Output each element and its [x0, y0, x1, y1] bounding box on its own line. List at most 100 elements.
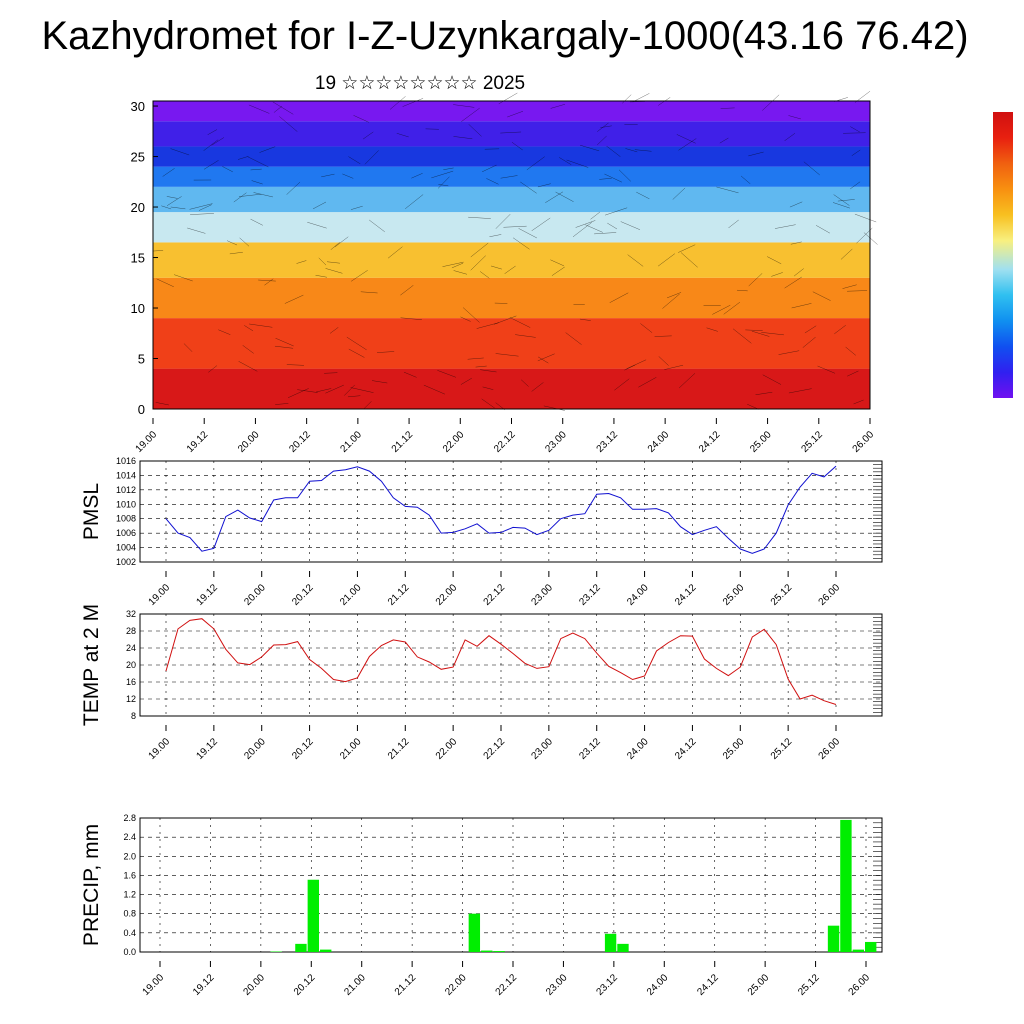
x-tick-label: 22.00	[434, 582, 460, 608]
wind-barb	[804, 325, 817, 334]
wind-barb	[198, 204, 212, 211]
wind-barb	[387, 246, 403, 259]
wind-barb	[264, 278, 274, 286]
wind-barb	[845, 346, 856, 356]
chart-subtitle: 19 ☆☆☆☆☆☆☆☆ 2025	[314, 73, 526, 94]
wind-barb	[543, 405, 565, 411]
precip-bar	[617, 943, 629, 952]
wind-barb	[774, 224, 796, 229]
x-tick-label: 25.00	[721, 736, 747, 762]
wind-barb	[585, 224, 603, 233]
wind-barb	[662, 293, 680, 309]
wind-barb	[511, 141, 523, 151]
wind-barb	[453, 104, 475, 108]
x-tick-label: 25.12	[799, 429, 825, 455]
wind-barb	[720, 107, 735, 109]
x-tick-label: 24.12	[673, 736, 699, 762]
wind-barb	[526, 156, 545, 171]
wind-barb	[470, 255, 486, 271]
precip-bar	[827, 925, 840, 952]
precipitation-panel: 0.0 0.4 0.8 1.2 1.6 2.0 2.4 2.8 PRECIP, mm 19.00 1…	[80, 813, 883, 998]
precip-bar	[493, 951, 505, 952]
wind-barb	[590, 211, 601, 220]
x-tick-label: 22.00	[441, 429, 467, 455]
wind-barb	[606, 145, 621, 157]
x-tick-label: 22.12	[492, 429, 518, 455]
pmsl-line	[165, 465, 837, 554]
wind-barb	[625, 148, 638, 153]
x-tick-label: 23.00	[543, 429, 569, 455]
temperature-panel: 8 12 16 20 24 28 32 TEMP at 2 M 19.00 19.12 20.00 2…	[80, 604, 883, 762]
wind-barb	[325, 268, 343, 274]
wind-barb	[411, 173, 423, 179]
wind-barb	[678, 244, 696, 253]
x-tick-label: 19.12	[185, 429, 211, 455]
x-tick-label: 20.00	[242, 582, 268, 608]
wind-barb	[565, 332, 582, 345]
x-tick-label: 19.00	[147, 582, 173, 608]
wind-barb	[166, 196, 178, 199]
color-band	[153, 368, 870, 409]
y-tick-label: 24	[126, 643, 136, 653]
wind-barb	[443, 167, 454, 170]
x-tick-label: 20.12	[290, 736, 316, 762]
wind-barb	[706, 327, 718, 332]
wind-barb	[475, 365, 487, 368]
wind-barb	[632, 93, 650, 103]
wind-barb	[350, 387, 374, 393]
x-tick-label: 24.12	[695, 972, 721, 998]
x-tick-label: 26.00	[817, 582, 843, 608]
x-tick-label: 22.12	[482, 582, 508, 608]
wind-barb	[376, 351, 395, 353]
wind-barb	[242, 345, 254, 354]
wind-barb	[604, 173, 622, 183]
wind-barb	[307, 221, 327, 229]
x-tick-label: 21.00	[338, 736, 364, 762]
x-tick-label: 20.12	[290, 582, 316, 608]
wind-barb	[467, 357, 484, 360]
wind-barb	[834, 324, 846, 335]
wind-barb	[803, 161, 820, 176]
wind-barb	[190, 213, 214, 215]
y-tick-label: 1.2	[123, 890, 136, 900]
x-tick-label: 19.00	[141, 972, 167, 998]
wind-barb	[275, 403, 289, 405]
wind-barb	[437, 370, 457, 378]
x-tick-label: 25.12	[769, 582, 795, 608]
wind-barb	[453, 136, 473, 140]
x-tick-label: 22.00	[443, 972, 469, 998]
x-tick-label: 24.00	[625, 736, 651, 762]
wind-barb	[788, 115, 801, 120]
color-band	[153, 101, 870, 122]
wind-barb	[840, 248, 853, 260]
wind-barb	[248, 104, 270, 114]
wind-barb	[400, 317, 422, 321]
wind-barb	[170, 206, 186, 210]
wind-temperature-cross-section: 0 5 10 15 20 25 30 19.00 19.12 20.00 20.12 21.00 21.…	[131, 90, 878, 455]
wind-barb	[520, 181, 537, 194]
wind-barb	[636, 191, 650, 200]
wind-barb	[624, 364, 636, 371]
wind-barb	[297, 389, 318, 393]
wind-barb	[837, 199, 855, 202]
wind-barb	[640, 323, 653, 333]
wind-barb	[482, 386, 494, 390]
wind-barb	[318, 257, 327, 266]
wind-barb	[173, 274, 193, 282]
wind-barb	[334, 236, 349, 248]
wind-barb	[545, 191, 564, 203]
wind-barb	[431, 170, 454, 179]
wind-barb	[751, 330, 770, 337]
wind-barb	[244, 325, 254, 332]
wind-barb	[275, 337, 294, 347]
wind-barb	[208, 365, 218, 373]
wind-barb	[537, 356, 549, 364]
wind-barb	[712, 304, 731, 315]
wind-barb	[604, 207, 628, 216]
wind-barb	[657, 253, 676, 267]
wind-barb	[854, 213, 877, 223]
wind-barb	[614, 378, 630, 391]
wind-barb	[620, 221, 641, 230]
wind-barb	[351, 270, 368, 282]
wind-barb	[362, 131, 374, 140]
